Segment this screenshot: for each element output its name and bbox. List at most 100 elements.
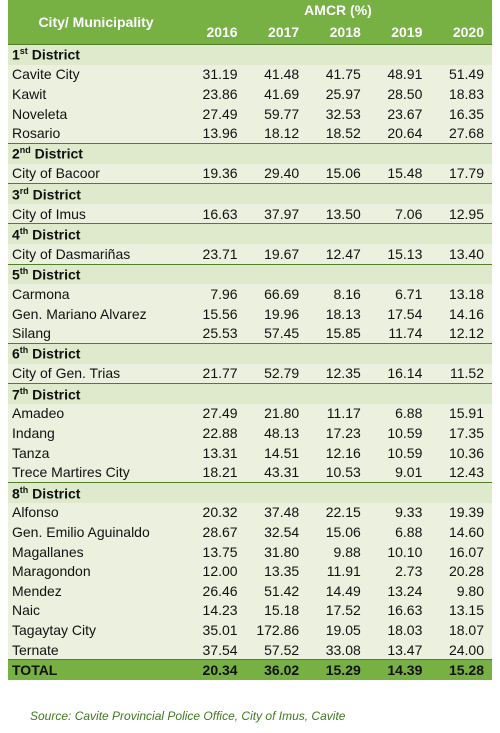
amcr-value: 59.77 bbox=[245, 103, 308, 124]
city-name: City of Gen. Trias bbox=[8, 363, 184, 384]
amcr-value: 18.12 bbox=[245, 123, 308, 144]
city-name: Ternate bbox=[8, 639, 184, 660]
amcr-value: 12.95 bbox=[430, 203, 492, 224]
total-value: 36.02 bbox=[245, 659, 308, 680]
amcr-value: 14.49 bbox=[307, 581, 369, 601]
amcr-value: 41.48 bbox=[245, 64, 308, 85]
data-row: Gen. Emilio Aguinaldo 28.67 32.54 15.06 6.88… bbox=[8, 522, 492, 542]
district-row: 5th District bbox=[8, 263, 492, 285]
amcr-value: 6.88 bbox=[368, 403, 431, 424]
data-row: Kawit 23.86 41.69 25.97 28.50 18.83 bbox=[8, 84, 492, 104]
amcr-value: 21.77 bbox=[184, 363, 246, 384]
amcr-header: AMCR (%) bbox=[184, 0, 492, 21]
data-row: Cavite City 31.19 41.48 41.75 48.91 51.49 bbox=[8, 64, 492, 85]
amcr-value: 15.06 bbox=[307, 163, 369, 184]
amcr-value: 10.59 bbox=[368, 442, 431, 463]
city-name: Rosario bbox=[8, 123, 184, 144]
city-name: Tanza bbox=[8, 442, 184, 463]
total-value: 20.34 bbox=[184, 659, 246, 680]
data-row: City of Gen. Trias 21.77 52.79 12.35 16.14 11… bbox=[8, 363, 492, 384]
amcr-value: 57.45 bbox=[245, 323, 308, 344]
amcr-value: 15.13 bbox=[368, 243, 431, 265]
amcr-value: 18.07 bbox=[430, 620, 492, 640]
amcr-value: 14.16 bbox=[430, 303, 492, 324]
amcr-value: 48.91 bbox=[368, 64, 431, 85]
district-name: 3rd District bbox=[8, 183, 492, 204]
data-row: Tagaytay City 35.01 172.86 19.05 18.03 18.07 bbox=[8, 620, 492, 640]
amcr-value: 10.10 bbox=[368, 541, 431, 562]
amcr-value: 9.33 bbox=[368, 502, 431, 523]
amcr-value: 32.54 bbox=[245, 522, 308, 542]
amcr-value: 16.14 bbox=[368, 363, 431, 384]
table-body: 1st District Cavite City 31.19 41.48 41.75 48… bbox=[8, 43, 492, 680]
district-row: 8th District bbox=[8, 482, 492, 503]
data-row: Tanza 13.31 14.51 12.16 10.59 10.36 bbox=[8, 442, 492, 463]
amcr-value: 27.68 bbox=[430, 123, 492, 144]
amcr-value: 32.53 bbox=[307, 103, 369, 124]
amcr-value: 28.50 bbox=[368, 84, 431, 104]
year-header: 2019 bbox=[368, 20, 431, 45]
amcr-value: 11.17 bbox=[307, 403, 369, 424]
amcr-value: 18.83 bbox=[430, 84, 492, 104]
data-row: Naic 14.23 15.18 17.52 16.63 13.15 bbox=[8, 600, 492, 621]
amcr-value: 31.19 bbox=[184, 64, 246, 85]
amcr-value: 41.75 bbox=[307, 64, 369, 85]
amcr-value: 13.15 bbox=[430, 600, 492, 621]
year-header: 2016 bbox=[184, 20, 246, 45]
city-name: City of Bacoor bbox=[8, 163, 184, 184]
amcr-value: 15.48 bbox=[368, 163, 431, 184]
amcr-value: 25.53 bbox=[184, 323, 246, 344]
data-row: Ternate 37.54 57.52 33.08 13.47 24.00 bbox=[8, 639, 492, 660]
amcr-value: 19.05 bbox=[307, 620, 369, 640]
city-name: Kawit bbox=[8, 84, 184, 104]
amcr-value: 17.23 bbox=[307, 423, 369, 443]
data-row: Carmona 7.96 66.69 8.16 6.71 13.18 bbox=[8, 284, 492, 304]
amcr-value: 9.01 bbox=[368, 462, 431, 483]
amcr-value: 13.47 bbox=[368, 639, 431, 660]
data-row: Maragondon 12.00 13.35 11.91 2.73 20.28 bbox=[8, 561, 492, 582]
amcr-value: 13.50 bbox=[307, 203, 369, 224]
amcr-value: 26.46 bbox=[184, 581, 246, 601]
data-row: City of Dasmariñas 23.71 19.67 12.47 15.13 13… bbox=[8, 243, 492, 265]
data-row: Rosario 13.96 18.12 18.52 20.64 27.68 bbox=[8, 123, 492, 144]
city-name: Carmona bbox=[8, 284, 184, 304]
amcr-value: 15.91 bbox=[430, 403, 492, 424]
amcr-value: 12.35 bbox=[307, 363, 369, 384]
amcr-value: 43.31 bbox=[245, 462, 308, 483]
amcr-value: 11.52 bbox=[430, 363, 492, 384]
amcr-value: 16.63 bbox=[368, 600, 431, 621]
city-name: Amadeo bbox=[8, 403, 184, 424]
year-header: 2018 bbox=[307, 20, 369, 45]
district-row: 4th District bbox=[8, 223, 492, 244]
amcr-value: 12.43 bbox=[430, 462, 492, 483]
amcr-value: 19.96 bbox=[245, 303, 308, 324]
amcr-table: City/ Municipality AMCR (%) 2016 2017 2018… bbox=[8, 0, 492, 680]
amcr-value: 17.35 bbox=[430, 423, 492, 443]
amcr-value: 23.71 bbox=[184, 243, 246, 265]
total-label: TOTAL bbox=[8, 659, 184, 680]
district-row: 7th District bbox=[8, 383, 492, 404]
amcr-value: 15.85 bbox=[307, 323, 369, 344]
amcr-value: 57.52 bbox=[245, 639, 308, 660]
amcr-value: 51.49 bbox=[430, 64, 492, 85]
amcr-value: 9.80 bbox=[430, 581, 492, 601]
amcr-value: 15.06 bbox=[307, 522, 369, 542]
amcr-value: 2.73 bbox=[368, 561, 431, 582]
city-name: Magallanes bbox=[8, 541, 184, 562]
district-row: 6th District bbox=[8, 342, 492, 364]
amcr-value: 13.40 bbox=[430, 243, 492, 265]
amcr-value: 12.12 bbox=[430, 323, 492, 344]
city-name: Trece Martires City bbox=[8, 462, 184, 483]
amcr-value: 37.48 bbox=[245, 502, 308, 523]
amcr-value: 18.52 bbox=[307, 123, 369, 144]
city-name: Gen. Mariano Alvarez bbox=[8, 303, 184, 324]
amcr-value: 22.88 bbox=[184, 423, 246, 443]
amcr-value: 14.51 bbox=[245, 442, 308, 463]
district-name: 5th District bbox=[8, 263, 492, 285]
amcr-value: 18.03 bbox=[368, 620, 431, 640]
data-row: Silang 25.53 57.45 15.85 11.74 12.12 bbox=[8, 323, 492, 344]
amcr-value: 18.13 bbox=[307, 303, 369, 324]
total-row: TOTAL 20.34 36.02 15.29 14.39 15.28 bbox=[8, 659, 492, 680]
amcr-value: 27.49 bbox=[184, 103, 246, 124]
